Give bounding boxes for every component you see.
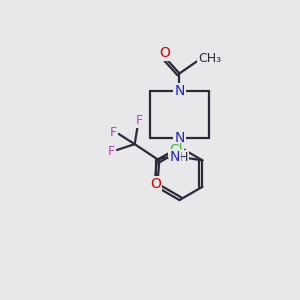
Text: O: O	[159, 46, 170, 60]
Text: N: N	[170, 150, 180, 164]
Text: Cl: Cl	[169, 143, 182, 157]
Text: O: O	[150, 177, 161, 191]
Text: F: F	[108, 145, 115, 158]
Text: N: N	[174, 131, 184, 145]
Text: N: N	[174, 84, 184, 98]
Text: H: H	[178, 151, 188, 164]
Text: F: F	[110, 126, 117, 139]
Text: F: F	[136, 114, 143, 127]
Text: CH₃: CH₃	[198, 52, 221, 65]
